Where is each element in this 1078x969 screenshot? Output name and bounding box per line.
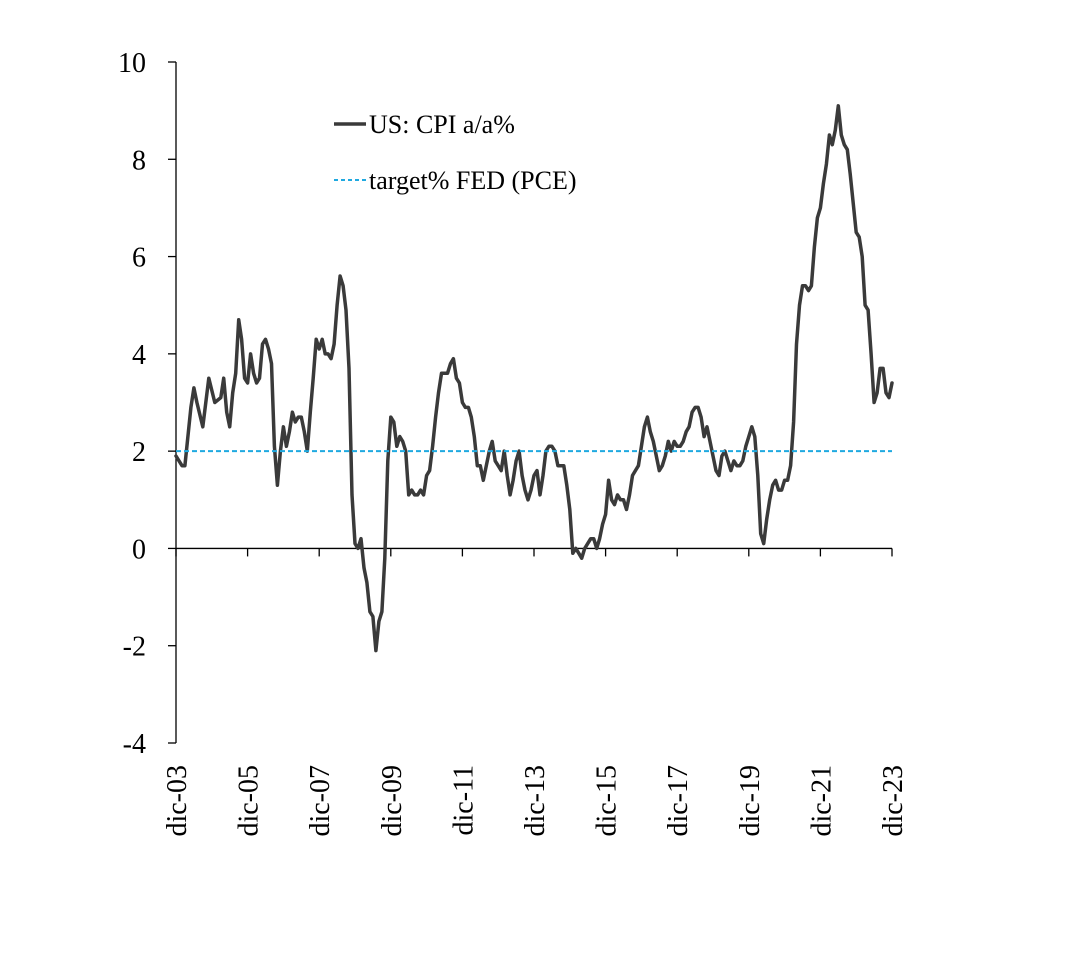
x-tick-label: dic-23 [878,765,909,837]
x-tick-label: dic-03 [162,765,193,837]
y-tick-label: 8 [132,145,146,176]
x-tick-label: dic-15 [592,765,623,837]
y-tick-label: 4 [132,340,146,371]
x-tick-label: dic-13 [520,765,551,837]
legend-label-target: target% FED (PCE) [369,166,577,195]
axes: 10 8 6 4 2 0 -2 -4 dic-03 dic-05 dic-07 dic-09 dic-1… [118,48,909,837]
series-line-cpi [174,104,894,653]
x-tick-label: dic-11 [448,765,479,836]
x-tick-label: dic-09 [377,765,408,837]
y-tick-label: 6 [132,243,146,274]
x-tick-label: dic-19 [735,765,766,837]
x-tick-label: dic-17 [663,765,694,837]
x-tick-label: dic-05 [234,765,265,837]
y-tick-label: -4 [123,729,146,760]
series-layer [174,104,894,653]
legend: US: CPI a/a% target% FED (PCE) [334,110,577,195]
y-tick-label: 10 [118,48,146,79]
y-tick-label: -2 [123,632,146,663]
y-tick-label: 0 [132,534,146,565]
x-tick-label: dic-07 [305,765,336,837]
x-tick-label: dic-21 [806,765,837,837]
legend-label-cpi: US: CPI a/a% [369,110,515,139]
y-tick-label: 2 [132,437,146,468]
